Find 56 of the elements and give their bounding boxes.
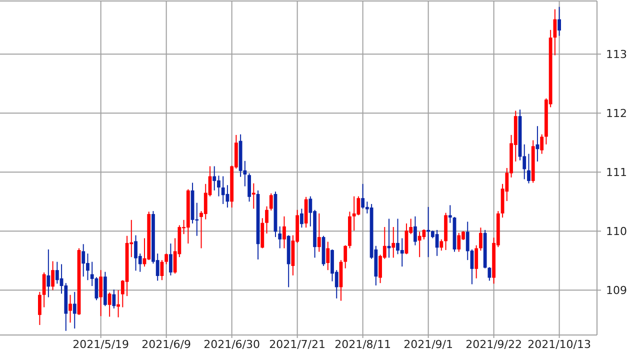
- candlestick: [540, 134, 544, 154]
- candlestick: [269, 192, 273, 211]
- x-tick-label: 2021/10/13: [528, 338, 592, 351]
- candlestick: [108, 292, 112, 318]
- candlestick: [440, 238, 444, 252]
- candlestick: [51, 260, 54, 291]
- x-tick-label: 2021/7/21: [269, 338, 326, 351]
- candlestick: [479, 227, 482, 252]
- candlestick: [164, 253, 168, 265]
- candlestick: [344, 244, 348, 269]
- candlestick: [558, 6, 561, 36]
- y-tick-label: 112: [606, 106, 627, 120]
- x-tick-label: 2021/8/11: [334, 338, 392, 351]
- candlestick: [221, 176, 225, 204]
- candlestick: [212, 166, 216, 191]
- candlestick: [414, 216, 417, 246]
- candlestick: [400, 238, 404, 268]
- candlestick: [488, 266, 492, 282]
- candlestick: [112, 289, 116, 309]
- candlestick: [474, 244, 478, 279]
- candlestick: [527, 153, 530, 184]
- candlestick: [356, 196, 360, 216]
- y-tick-label: 111: [606, 166, 627, 179]
- candlestick: [168, 243, 172, 276]
- candlestick: [55, 261, 59, 284]
- x-tick-label: 2021/9/1: [404, 338, 454, 351]
- candlestick: [422, 228, 426, 240]
- candlestick: [300, 208, 304, 228]
- candlestick: [326, 241, 330, 271]
- candlestick: [282, 216, 286, 249]
- candlestick: [361, 183, 365, 210]
- candlestick: [418, 231, 422, 258]
- candlestick: [553, 8, 557, 56]
- candlestick: [448, 204, 452, 224]
- x-tick-label: 2021/5/19: [72, 338, 130, 351]
- candlestick: [392, 226, 396, 258]
- y-tick-label: 113: [606, 48, 627, 61]
- candlestick: [278, 226, 282, 249]
- candlestick: [99, 270, 103, 317]
- x-tick-label: 2021/6/9: [142, 338, 192, 351]
- y-tick-label: 110: [606, 224, 627, 238]
- candlestick: [457, 232, 461, 252]
- candlestick: [387, 218, 391, 258]
- candlestick: [82, 244, 86, 278]
- candlestick: [38, 291, 42, 326]
- candlestick: [68, 294, 72, 324]
- candlestick: [317, 212, 321, 252]
- candlestick: [46, 248, 50, 298]
- candlestick: [248, 172, 251, 202]
- candlestick: [72, 291, 76, 330]
- candlestick: [352, 196, 356, 232]
- x-tick-label: 2021/9/22: [466, 338, 522, 351]
- y-tick-label: 109: [606, 284, 627, 297]
- candlestick: [42, 272, 46, 308]
- x-tick-label: 2021/6/30: [204, 338, 260, 351]
- candlestick: [265, 206, 268, 234]
